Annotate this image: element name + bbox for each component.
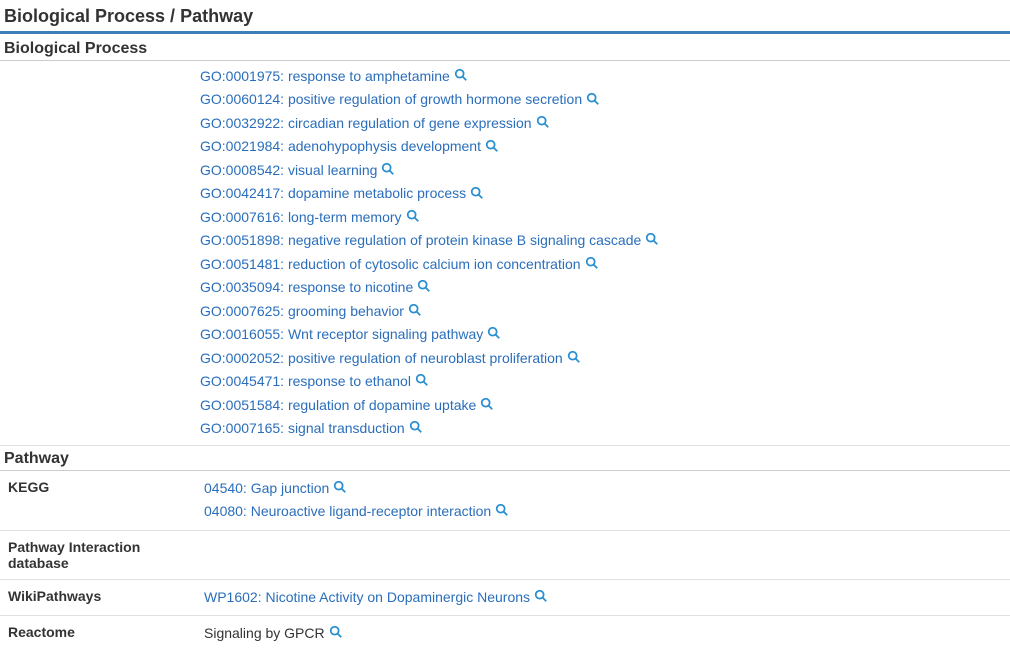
go-term-link[interactable]: GO:0060124: positive regulation of growt… [200, 91, 582, 107]
go-term-entry: GO:0051481: reduction of cytosolic calci… [200, 253, 1010, 276]
go-term-link[interactable]: GO:0007625: grooming behavior [200, 303, 404, 319]
go-term-link[interactable]: GO:0016055: Wnt receptor signaling pathw… [200, 326, 483, 342]
go-term-entry: GO:0051584: regulation of dopamine uptak… [200, 394, 1010, 417]
pathway-row-value: Signaling by GPCR [200, 620, 1010, 647]
pathway-entry: WP1602: Nicotine Activity on Dopaminergi… [204, 586, 1006, 609]
go-term-link[interactable]: GO:0007616: long-term memory [200, 209, 402, 225]
search-icon[interactable] [408, 301, 422, 323]
go-term-entry: GO:0045471: response to ethanol [200, 370, 1010, 393]
search-icon[interactable] [406, 207, 420, 229]
pathway-entry: 04540: Gap junction [204, 477, 1006, 500]
pathway-entry: Signaling by GPCR [204, 622, 1006, 645]
go-term-link[interactable]: GO:0051584: regulation of dopamine uptak… [200, 397, 476, 413]
pathway-entry: 04080: Neuroactive ligand-receptor inter… [204, 500, 1006, 523]
search-icon[interactable] [409, 418, 423, 440]
pathway-link[interactable]: WP1602: Nicotine Activity on Dopaminergi… [204, 589, 530, 605]
search-icon[interactable] [381, 160, 395, 182]
go-term-link[interactable]: GO:0051898: negative regulation of prote… [200, 232, 641, 248]
pathway-link[interactable]: 04080: Neuroactive ligand-receptor inter… [204, 503, 491, 519]
go-term-entry: GO:0007616: long-term memory [200, 206, 1010, 229]
pathway-row: WikiPathwaysWP1602: Nicotine Activity on… [0, 580, 1010, 616]
go-term-link[interactable]: GO:0035094: response to nicotine [200, 279, 413, 295]
go-term-link[interactable]: GO:0021984: adenohypophysis development [200, 138, 481, 154]
pathway-row-value: WP1602: Nicotine Activity on Dopaminergi… [200, 584, 1010, 611]
go-term-entry: GO:0007165: signal transduction [200, 417, 1010, 440]
go-term-link[interactable]: GO:0045471: response to ethanol [200, 373, 411, 389]
search-icon[interactable] [645, 230, 659, 252]
go-term-link[interactable]: GO:0007165: signal transduction [200, 420, 405, 436]
go-term-entry: GO:0007625: grooming behavior [200, 300, 1010, 323]
search-icon[interactable] [333, 478, 347, 500]
search-icon[interactable] [417, 277, 431, 299]
search-icon[interactable] [415, 371, 429, 393]
go-term-entry: GO:0021984: adenohypophysis development [200, 135, 1010, 158]
go-term-entry: GO:0060124: positive regulation of growt… [200, 88, 1010, 111]
pathway-row: ReactomeSignaling by GPCR [0, 616, 1010, 651]
pathway-row-label: Reactome [0, 620, 200, 647]
go-term-entry: GO:0002052: positive regulation of neuro… [200, 347, 1010, 370]
bio-process-list: GO:0001975: response to amphetamine GO:00… [0, 61, 1010, 446]
go-term-link[interactable]: GO:0051481: reduction of cytosolic calci… [200, 256, 581, 272]
pathway-row: Pathway Interaction database [0, 531, 1010, 580]
go-term-entry: GO:0032922: circadian regulation of gene… [200, 112, 1010, 135]
pathway-row-value [200, 535, 1010, 575]
go-term-entry: GO:0051898: negative regulation of prote… [200, 229, 1010, 252]
search-icon[interactable] [534, 587, 548, 609]
search-icon[interactable] [454, 66, 468, 88]
main-section-title: Biological Process / Pathway [0, 0, 1010, 34]
search-icon[interactable] [485, 137, 499, 159]
go-term-link[interactable]: GO:0008542: visual learning [200, 162, 377, 178]
go-term-entry: GO:0001975: response to amphetamine [200, 65, 1010, 88]
go-term-entry: GO:0008542: visual learning [200, 159, 1010, 182]
go-term-entry: GO:0016055: Wnt receptor signaling pathw… [200, 323, 1010, 346]
pathway-table: KEGG04540: Gap junction 04080: Neuroactiv… [0, 471, 1010, 652]
search-icon[interactable] [586, 90, 600, 112]
pathway-row-label: WikiPathways [0, 584, 200, 611]
go-term-link[interactable]: GO:0001975: response to amphetamine [200, 68, 450, 84]
go-term-link[interactable]: GO:0002052: positive regulation of neuro… [200, 350, 563, 366]
go-term-link[interactable]: GO:0042417: dopamine metabolic process [200, 185, 466, 201]
pathway-row-value: 04540: Gap junction 04080: Neuroactive li… [200, 475, 1010, 526]
search-icon[interactable] [536, 113, 550, 135]
go-term-entry: GO:0035094: response to nicotine [200, 276, 1010, 299]
search-icon[interactable] [567, 348, 581, 370]
search-icon[interactable] [480, 395, 494, 417]
search-icon[interactable] [495, 501, 509, 523]
pathway-title: Pathway [0, 446, 1010, 471]
pathway-row: KEGG04540: Gap junction 04080: Neuroactiv… [0, 471, 1010, 531]
go-term-entry: GO:0042417: dopamine metabolic process [200, 182, 1010, 205]
search-icon[interactable] [470, 184, 484, 206]
pathway-row-label: KEGG [0, 475, 200, 526]
pathway-link[interactable]: 04540: Gap junction [204, 480, 329, 496]
go-term-link[interactable]: GO:0032922: circadian regulation of gene… [200, 115, 532, 131]
pathway-row-label: Pathway Interaction database [0, 535, 200, 575]
search-icon[interactable] [585, 254, 599, 276]
search-icon[interactable] [487, 324, 501, 346]
pathway-text: Signaling by GPCR [204, 625, 325, 641]
search-icon[interactable] [329, 623, 343, 645]
bio-process-title: Biological Process [0, 36, 1010, 61]
